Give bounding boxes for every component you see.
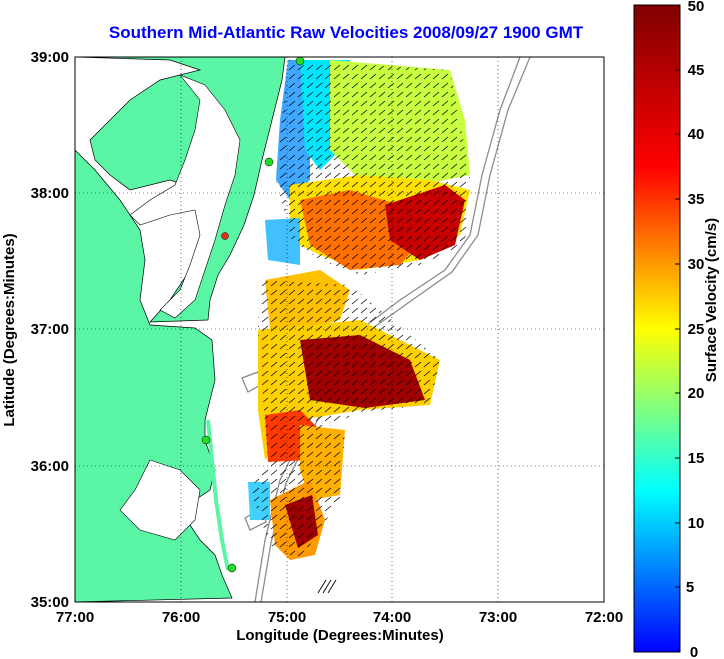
colorbar-tick-label: 15 (688, 450, 705, 467)
colorbar-tick-label: 5 (686, 579, 694, 596)
y-tick-label: 36:00 (31, 458, 69, 475)
y-tick-label: 35:00 (31, 594, 69, 611)
colorbar-tick-label: 0 (690, 644, 698, 659)
velocity-field (248, 60, 470, 560)
station-marker (264, 157, 274, 167)
station-marker (201, 435, 211, 445)
colorbar-label: Surface Velocity (cm/s) (703, 218, 720, 382)
offshore-arrows (317, 579, 337, 594)
y-axis-label: Latitude (Degrees:Minutes) (1, 233, 18, 426)
x-tick-label: 77:00 (56, 609, 94, 626)
y-tick-label: 39:00 (31, 49, 69, 66)
colorbar-tick-label: 40 (688, 126, 705, 143)
x-axis-ticks: 77:00 76:00 75:00 74:00 73:00 72:00 (56, 609, 623, 626)
x-tick-label: 75:00 (268, 609, 306, 626)
colorbar-tick-label: 30 (688, 256, 705, 273)
x-tick-label: 73:00 (479, 609, 517, 626)
colorbar-tick-label: 35 (688, 191, 705, 208)
grid-lines (75, 57, 604, 602)
y-axis-ticks: 39:00 38:00 37:00 36:00 35:00 (31, 49, 69, 611)
x-tick-label: 76:00 (162, 609, 200, 626)
colorbar-tick-label: 50 (688, 0, 705, 15)
colorbar-tick-label: 10 (688, 515, 705, 532)
chart-title: Southern Mid-Atlantic Raw Velocities 200… (109, 23, 584, 42)
colorbar: 0 5 10 15 20 25 30 35 40 45 50 Surface V… (633, 0, 720, 659)
colorbar-ticks (675, 4, 680, 653)
station-marker (295, 57, 305, 66)
x-axis-label: Longitude (Degrees:Minutes) (236, 627, 444, 644)
map-plot-area (74, 56, 605, 603)
colorbar-tick-label: 25 (688, 321, 705, 338)
outer-banks (206, 419, 230, 571)
y-tick-label: 37:00 (31, 321, 69, 338)
y-tick-label: 38:00 (31, 185, 69, 202)
x-tick-label: 74:00 (373, 609, 411, 626)
sound-water (119, 459, 201, 541)
colorbar-tick-label: 45 (688, 62, 705, 79)
chesapeake-bay (129, 74, 241, 319)
plot-frame (74, 56, 605, 603)
x-tick-label: 72:00 (585, 609, 623, 626)
colorbar-gradient (633, 4, 681, 653)
station-marker (227, 563, 237, 573)
station-marker (221, 232, 229, 240)
colorbar-tick-label: 20 (688, 385, 705, 402)
